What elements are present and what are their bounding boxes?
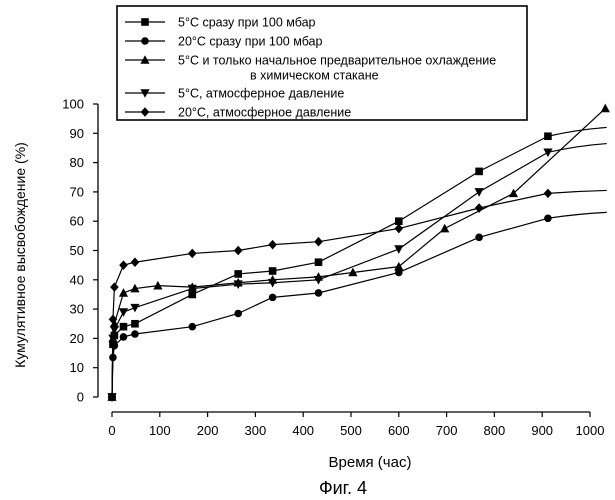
x-tick-label: 300 (245, 423, 267, 438)
y-tick-label: 90 (70, 126, 84, 141)
series-5 (108, 189, 607, 402)
y-tick-label: 0 (77, 390, 84, 405)
data-point (153, 281, 162, 290)
x-tick-label: 900 (531, 423, 553, 438)
data-point (130, 304, 139, 313)
data-point (119, 308, 128, 317)
data-point (120, 333, 128, 341)
data-point (234, 246, 243, 256)
data-point (544, 132, 552, 140)
data-point (315, 258, 323, 266)
legend-label: 5°C, атмосферное давление (178, 87, 344, 101)
data-point (111, 342, 119, 350)
series-line (112, 108, 605, 397)
data-point (119, 288, 128, 297)
y-tick-label: 30 (70, 302, 84, 317)
data-point (475, 188, 484, 197)
series-line (112, 136, 548, 397)
data-point (394, 262, 403, 271)
y-tick-label: 40 (70, 272, 84, 287)
series-2 (108, 212, 607, 400)
y-tick-label: 100 (62, 97, 84, 112)
y-tick-label: 50 (70, 243, 84, 258)
data-point (394, 245, 403, 254)
legend-label: в химическом стакане (250, 69, 379, 83)
data-point (314, 237, 323, 247)
x-tick-label: 1000 (576, 423, 605, 438)
series-layer (107, 104, 609, 402)
data-point (475, 203, 484, 213)
data-point (189, 323, 197, 331)
data-point (544, 189, 553, 199)
figure-caption: Фиг. 4 (319, 478, 367, 498)
series-trend-line (548, 212, 607, 218)
series-trend-line (548, 190, 607, 193)
legend-label: 20°C, атмосферное давление (178, 106, 351, 120)
y-tick-label: 70 (70, 184, 84, 199)
data-point (120, 323, 128, 331)
legend: 5°C сразу при 100 мбар 20°C сразу при 100… (117, 6, 527, 120)
data-point (268, 240, 277, 250)
legend-label: 5°C сразу при 100 мбар (178, 16, 316, 30)
data-point (234, 310, 242, 318)
series-trend-line (548, 144, 607, 153)
legend-label: 5°C и только начальное предварительное о… (178, 54, 496, 68)
data-point (440, 224, 449, 233)
y-tick-label: 20 (70, 331, 84, 346)
x-tick-label: 500 (340, 423, 362, 438)
data-point (475, 168, 483, 176)
legend-label: 20°C сразу при 100 мбар (178, 35, 323, 49)
series-3 (107, 104, 609, 401)
x-tick-label: 700 (436, 423, 458, 438)
y-axis-label: Кумулятивное высвобождение (%) (12, 142, 28, 368)
data-point (119, 260, 128, 270)
axes: 0102030405060708090100010020030040050060… (62, 97, 604, 439)
series-4 (107, 144, 606, 402)
x-axis-label: Время (час) (329, 454, 412, 471)
y-tick-label: 60 (70, 214, 84, 229)
y-tick-label: 80 (70, 155, 84, 170)
data-point (544, 214, 552, 222)
x-tick-label: 0 (108, 423, 115, 438)
legend-marker (141, 37, 149, 45)
x-tick-label: 600 (388, 423, 410, 438)
data-point (269, 267, 277, 275)
data-point (543, 149, 552, 158)
data-point (395, 224, 404, 234)
x-tick-label: 200 (197, 423, 219, 438)
legend-marker (141, 18, 149, 26)
data-point (131, 330, 139, 338)
series-line (112, 218, 548, 397)
data-point (234, 270, 242, 278)
data-point (188, 249, 197, 259)
data-point (131, 257, 140, 267)
series-1 (108, 127, 607, 400)
x-tick-label: 100 (149, 423, 171, 438)
y-tick-label: 10 (70, 360, 84, 375)
data-point (269, 294, 277, 302)
data-point (315, 289, 323, 297)
data-point (601, 104, 610, 113)
data-point (110, 282, 119, 292)
data-point (475, 234, 483, 242)
x-tick-label: 400 (292, 423, 314, 438)
series-line (112, 193, 548, 397)
x-tick-label: 800 (484, 423, 506, 438)
data-point (131, 320, 139, 328)
